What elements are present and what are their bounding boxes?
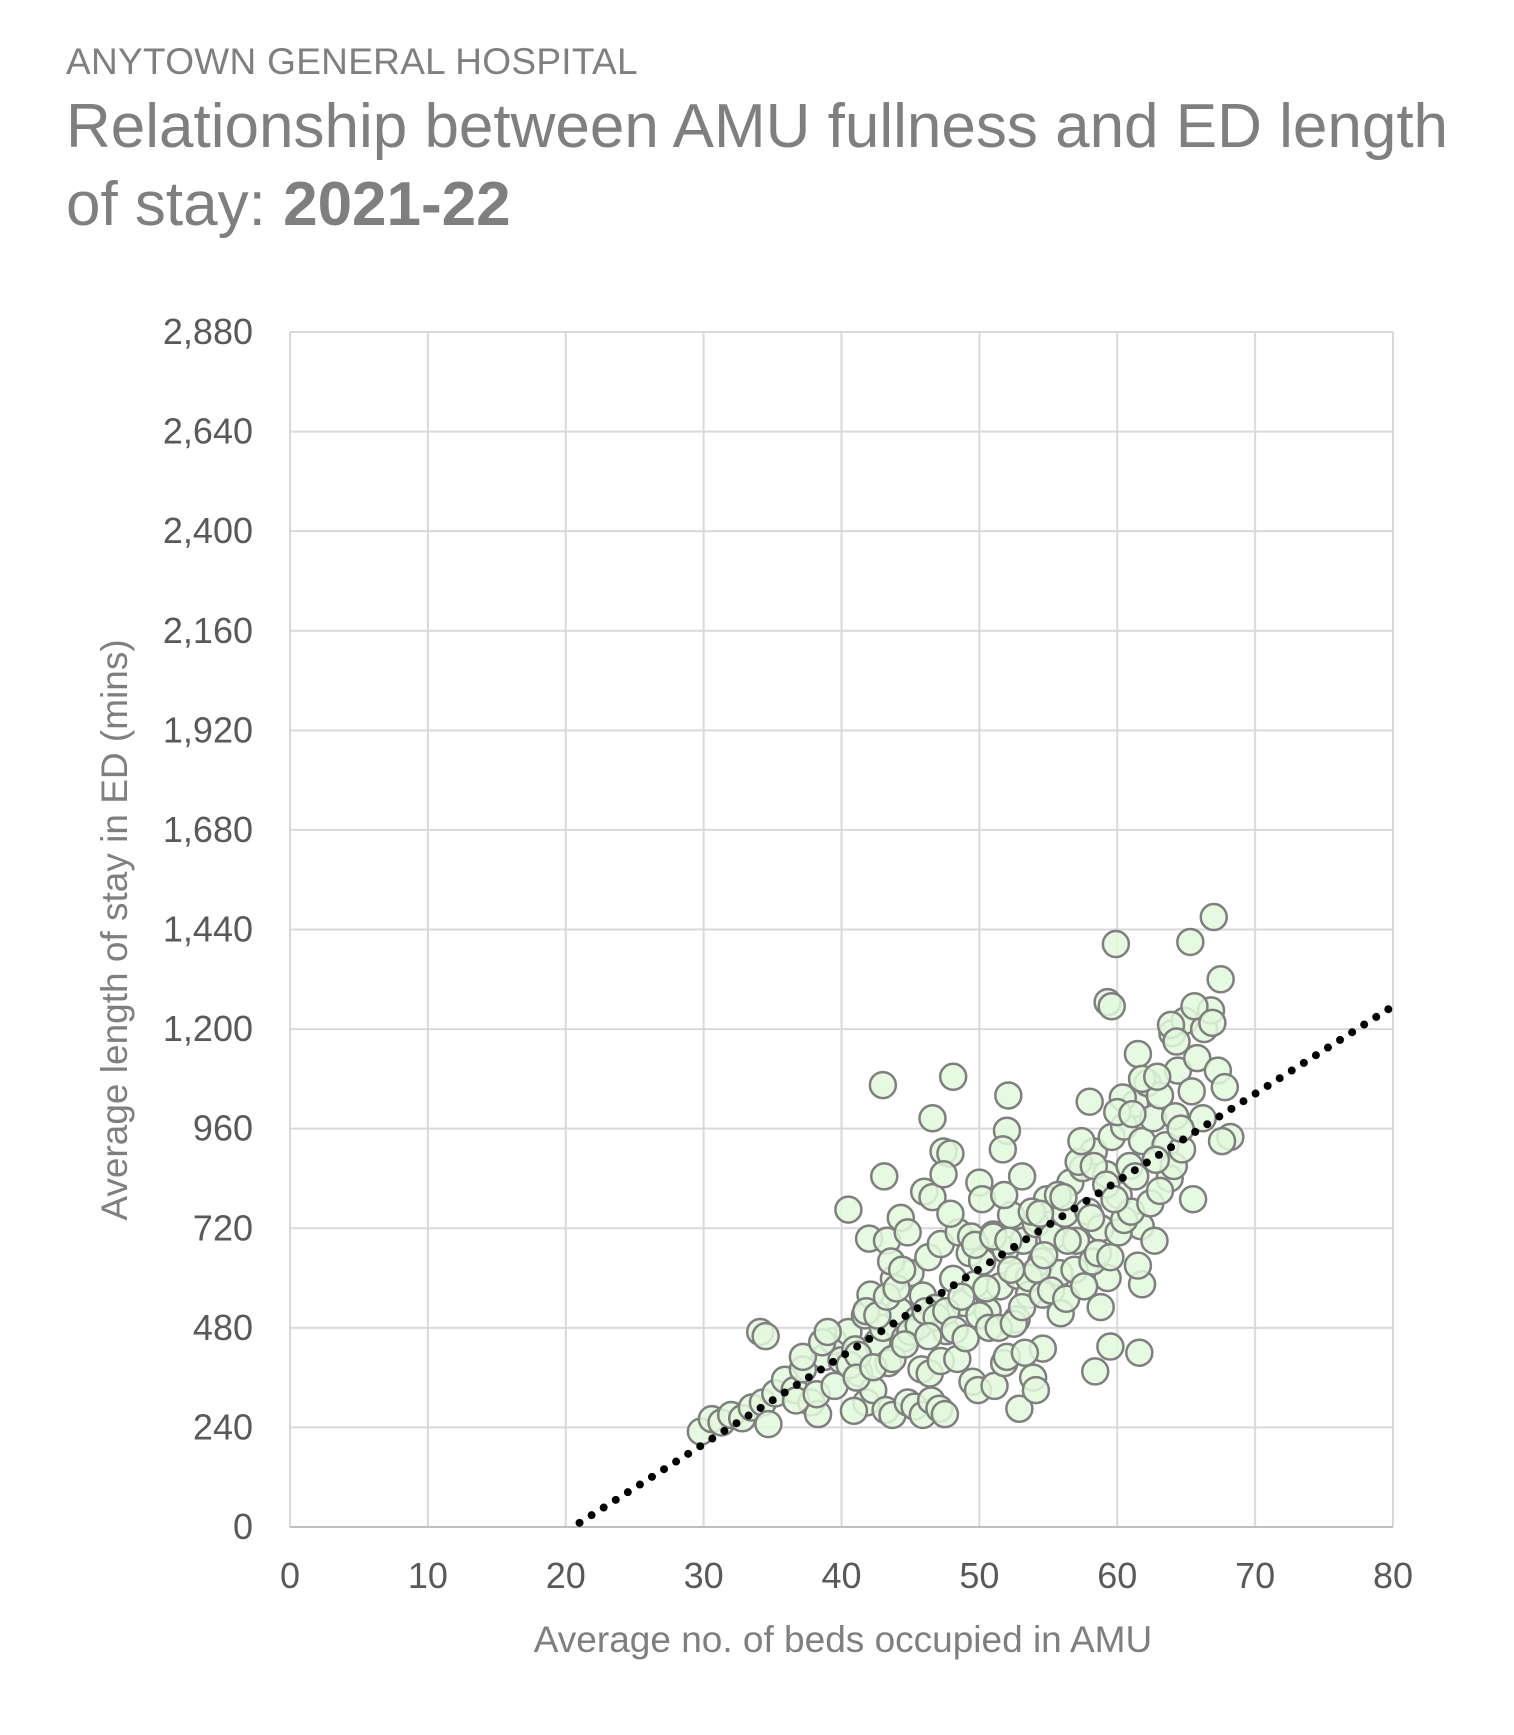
data-point (1142, 1062, 1172, 1092)
y-tick-label: 960 (193, 1108, 253, 1149)
data-point (1096, 1332, 1125, 1361)
tick-labels: 0 10 20 30 40 50 60 70 80 0 240 480 720 960 1,200 1,440… (163, 311, 1413, 1596)
y-tick-label: 480 (193, 1307, 253, 1348)
data-point (788, 1342, 818, 1372)
y-tick-label: 1,440 (163, 909, 253, 950)
data-point (869, 1162, 899, 1191)
chart-header: ANYTOWN GENERAL HOSPITAL Relationship be… (66, 40, 1486, 244)
y-tick-label: 0 (233, 1506, 253, 1547)
data-point (887, 1255, 917, 1284)
data-point (994, 1226, 1023, 1255)
data-point (1010, 1338, 1040, 1367)
y-tick-label: 1,200 (163, 1008, 253, 1049)
data-point (1067, 1126, 1096, 1156)
data-point (1176, 927, 1205, 957)
data-point (1123, 1251, 1153, 1280)
organization-name: ANYTOWN GENERAL HOSPITAL (66, 41, 638, 82)
y-tick-label: 240 (193, 1406, 253, 1447)
data-point (1177, 1077, 1206, 1106)
data-point (1049, 1182, 1078, 1212)
data-point (936, 1199, 965, 1228)
chart-title-year: 2021-22 (283, 170, 511, 239)
data-point (1145, 1176, 1175, 1206)
data-point (1069, 1272, 1099, 1301)
x-axis-label: Average no. of beds occupied in AMU (534, 1619, 1152, 1660)
data-point (1097, 992, 1126, 1021)
data-point (1075, 1087, 1104, 1116)
data-point (1125, 1338, 1154, 1367)
data-point (754, 1409, 783, 1439)
data-point (839, 1396, 869, 1426)
y-tick-label: 1,920 (163, 709, 253, 750)
data-point (918, 1104, 947, 1133)
data-point (813, 1317, 842, 1347)
data-point (1100, 1184, 1129, 1214)
y-tick-label: 2,160 (163, 610, 253, 651)
data-point (751, 1321, 780, 1351)
data-point (1076, 1203, 1106, 1233)
data-point (1021, 1375, 1051, 1405)
data-point (1207, 1126, 1237, 1156)
data-point (1162, 1027, 1191, 1056)
data-point (929, 1160, 958, 1189)
data-point (994, 1081, 1023, 1110)
data-point (890, 1330, 920, 1359)
data-point (1178, 1184, 1208, 1214)
data-point (1123, 1039, 1153, 1069)
data-points (686, 902, 1245, 1446)
x-tick-label: 30 (684, 1555, 724, 1596)
y-axis-label: Average length of stay in ED (mins) (94, 639, 135, 1220)
data-point (1206, 965, 1235, 994)
data-point (1007, 1162, 1037, 1191)
trendline-path (575, 1002, 1397, 1527)
y-tick-label: 720 (193, 1207, 253, 1248)
data-point (1080, 1357, 1110, 1386)
trendline (575, 1002, 1397, 1527)
data-point (1053, 1226, 1082, 1255)
chart-title: Relationship between AMU fullness and ED… (66, 88, 1486, 244)
data-point (914, 1321, 943, 1351)
data-point (930, 1399, 960, 1429)
y-tick-label: 2,640 (163, 411, 253, 452)
chart-title-main: Relationship between AMU fullness and ED… (66, 92, 1449, 239)
data-point (989, 1180, 1019, 1210)
data-point (834, 1195, 863, 1224)
data-point (1182, 1043, 1212, 1073)
data-point (918, 1182, 947, 1212)
y-tick-label: 1,680 (163, 809, 253, 850)
data-point (1007, 1292, 1037, 1322)
x-tick-label: 40 (821, 1555, 861, 1596)
y-tick-label: 2,400 (163, 510, 253, 551)
x-tick-label: 20 (546, 1555, 586, 1596)
x-tick-label: 50 (959, 1555, 999, 1596)
data-point (938, 1062, 968, 1092)
data-point (951, 1323, 980, 1353)
data-point (1101, 929, 1131, 959)
y-tick-label: 2,880 (163, 311, 253, 352)
data-point (1096, 1243, 1125, 1272)
x-tick-label: 80 (1373, 1555, 1413, 1596)
data-point (1180, 992, 1209, 1021)
x-tick-label: 60 (1097, 1555, 1137, 1596)
data-point (1118, 1099, 1147, 1129)
data-point (947, 1282, 976, 1311)
data-point (1198, 1008, 1227, 1038)
data-point (893, 1218, 922, 1247)
data-point (1210, 1072, 1240, 1102)
x-tick-label: 70 (1235, 1555, 1275, 1596)
data-point (1140, 1226, 1169, 1255)
data-point (988, 1135, 1018, 1164)
data-point (972, 1274, 1001, 1303)
data-point (1086, 1292, 1115, 1322)
data-point (1199, 902, 1229, 932)
data-point (1029, 1240, 1059, 1270)
data-point (996, 1255, 1026, 1284)
x-tick-label: 0 (280, 1555, 300, 1596)
data-point (1005, 1394, 1034, 1423)
x-tick-label: 10 (408, 1555, 448, 1596)
data-point (868, 1070, 898, 1100)
data-point (1025, 1199, 1055, 1228)
